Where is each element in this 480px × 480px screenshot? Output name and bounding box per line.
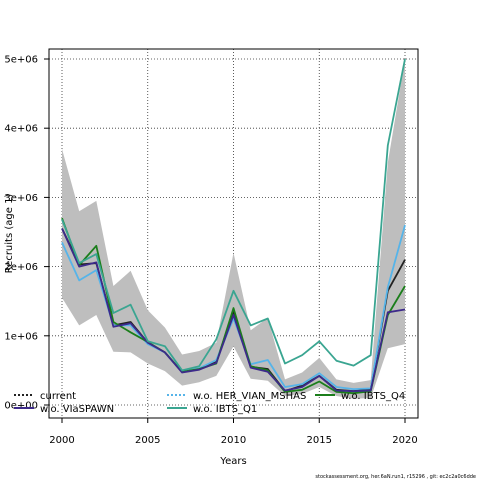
x-tick-label: 2005 <box>135 435 160 446</box>
y-tick-label: 4e+06 <box>4 124 38 135</box>
legend-label: w.o. IBTS_Q4 <box>341 391 405 402</box>
plot-frame <box>48 48 419 419</box>
y-tick-label: 2e+06 <box>4 262 38 273</box>
x-axis-title: Years <box>219 456 246 467</box>
y-tick-label: 5e+06 <box>4 55 38 66</box>
y-axis-title: Recruits (age 1) <box>4 194 15 274</box>
y-tick-label: 3e+06 <box>4 193 38 204</box>
confidence-band <box>62 59 405 399</box>
x-tick-label: 2015 <box>307 435 332 446</box>
legend-label: w.o. IBTS_Q1 <box>193 404 257 415</box>
x-axis: 2000 2005 2010 2015 2020 <box>49 418 418 446</box>
y-axis: 0e+00 1e+06 2e+06 3e+06 4e+06 5e+06 <box>4 55 49 412</box>
legend-label: current <box>40 391 76 402</box>
footnote: stockassessment.org, her.6aN.run1, r1529… <box>315 474 476 480</box>
x-tick-label: 2020 <box>392 435 417 446</box>
y-tick-label: 0e+00 <box>4 401 38 412</box>
legend-label: w.o. VIaSPAWN <box>40 404 114 415</box>
series-line-3 <box>61 228 406 393</box>
legend: current w.o. HER_VIAN_MSHAS w.o. IBTS_Q4 w.… <box>14 391 405 415</box>
series-line-4 <box>61 58 406 372</box>
series-lines <box>61 58 406 395</box>
y-tick-label: 1e+06 <box>4 331 38 342</box>
legend-label: w.o. HER_VIAN_MSHAS <box>193 391 306 402</box>
x-tick-label: 2000 <box>49 435 74 446</box>
grid <box>49 49 418 418</box>
x-tick-label: 2010 <box>221 435 246 446</box>
